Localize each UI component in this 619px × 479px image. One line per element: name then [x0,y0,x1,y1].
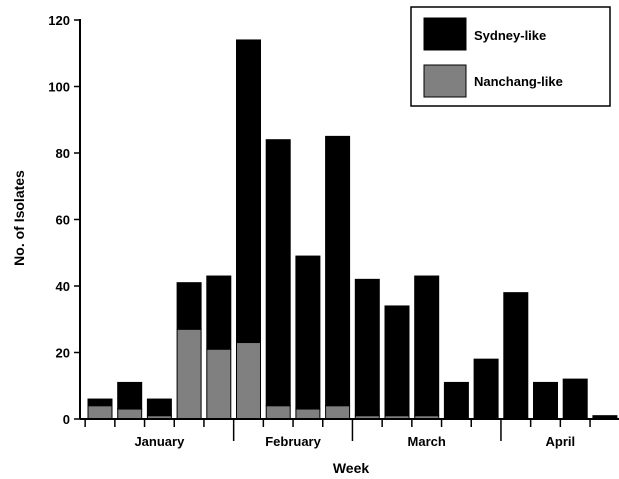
y-tick-label: 0 [63,412,70,427]
legend-swatch-nanchang [423,64,467,98]
bar-sydney-week-7 [265,139,291,407]
y-tick-label: 80 [56,146,70,161]
bar-nanchang-week-2 [117,408,143,420]
y-tick-label: 20 [56,346,70,361]
month-label: February [265,434,321,449]
x-axis-title: Week [333,460,370,476]
legend-swatch-sydney [423,17,467,51]
bar-nanchang-week-9 [325,405,351,420]
bar-sydney-week-6 [236,39,261,344]
month-labels: January February March April [134,434,575,449]
bar-sydney-week-9 [325,135,351,407]
bar-sydney-week-10 [354,278,380,417]
bar-sydney-week-13 [443,381,469,420]
bar-sydney-week-3 [146,398,172,417]
month-label: March [408,434,446,449]
legend-label-sydney: Sydney-like [474,28,546,43]
bar-sydney-week-11 [384,305,410,417]
bar-sydney-week-14 [473,358,499,420]
bar-nanchang-week-1 [87,405,113,420]
y-tick-label: 60 [56,213,70,228]
bar-sydney-week-4 [176,282,202,330]
y-tick-label: 40 [56,279,70,294]
bar-group [87,39,618,420]
month-label: January [134,434,185,449]
bar-sydney-week-1 [87,398,113,407]
bar-sydney-week-2 [117,381,143,410]
bar-sydney-week-5 [206,275,232,350]
bar-sydney-week-12 [414,275,440,417]
bar-sydney-week-17 [562,378,588,420]
month-label: April [546,434,576,449]
bar-nanchang-week-7 [265,405,291,420]
bar-nanchang-week-5 [206,348,232,420]
bar-nanchang-week-6 [236,342,261,420]
bar-sydney-week-16 [533,381,558,420]
bar-sydney-week-15 [503,292,529,420]
y-tick-label: 120 [48,13,70,28]
bar-nanchang-week-4 [176,328,202,420]
y-tick-label: 100 [48,80,70,95]
bar-nanchang-week-8 [295,408,321,420]
legend-label-nanchang: Nanchang-like [474,74,563,89]
legend: Sydney-like Nanchang-like [410,6,611,107]
bar-sydney-week-8 [295,255,321,410]
y-axis-ticks: 0 20 40 60 80 100 120 [48,13,80,427]
x-axis-ticks [84,419,591,441]
y-axis-title: No. of Isolates [11,170,27,266]
